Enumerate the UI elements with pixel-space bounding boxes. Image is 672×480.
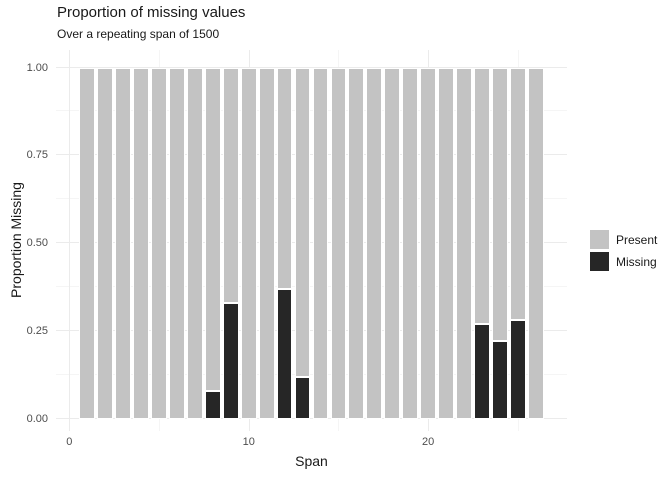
bar-segment-present	[240, 67, 257, 419]
y-tick-label: 0.75	[26, 149, 48, 162]
bar-segment-present	[205, 67, 221, 391]
y-minor-gridline	[56, 198, 567, 200]
bar-segment-missing	[491, 341, 508, 419]
bar-segment-present	[420, 67, 436, 419]
y-minor-gridline	[56, 373, 567, 375]
bar-segment-present	[330, 67, 347, 419]
bar-segment-present	[187, 67, 203, 419]
bar-segment-present	[151, 67, 167, 419]
y-major-gridline	[56, 417, 567, 419]
legend-entry: Missing	[590, 252, 657, 271]
y-tick-label: 0.50	[26, 237, 48, 250]
y-major-gridline	[56, 329, 567, 331]
legend-entry: Present	[590, 230, 657, 249]
bar-segment-present	[258, 67, 275, 419]
bar-segment-present	[133, 67, 149, 419]
legend: Present Missing	[590, 230, 657, 274]
bar-segment-present	[474, 67, 490, 324]
bar-segment-present	[509, 67, 526, 321]
bar-segment-present	[438, 67, 454, 419]
bar-segment-present	[294, 67, 311, 377]
bar-segment-present	[366, 67, 383, 419]
chart-title: Proportion of missing values	[57, 4, 246, 21]
y-tick-label: 0.00	[26, 412, 48, 425]
bar-segment-missing	[294, 376, 311, 419]
y-major-gridline	[56, 66, 567, 68]
bar-segment-present	[97, 67, 114, 419]
bar-segment-present	[348, 67, 365, 419]
legend-key-missing	[590, 252, 609, 271]
y-minor-gridline	[56, 286, 567, 288]
bar-segment-missing	[474, 323, 490, 419]
bar-segment-present	[222, 67, 239, 303]
bar-segment-present	[402, 67, 418, 419]
plot-panel	[56, 50, 567, 431]
bar-segment-present	[79, 67, 96, 419]
y-minor-gridline	[56, 110, 567, 112]
x-axis-tick-labels: 0 10 20	[56, 436, 567, 450]
y-axis-tick-labels: 0.00 0.25 0.50 0.75 1.00	[0, 50, 48, 431]
y-major-gridline	[56, 242, 567, 244]
x-tick-label: 10	[242, 436, 255, 448]
chart-subtitle: Over a repeating span of 1500	[57, 27, 220, 41]
y-tick-label: 1.00	[26, 61, 48, 74]
x-tick-label: 0	[66, 436, 73, 448]
x-axis-title: Span	[295, 453, 328, 469]
bar-segment-present	[527, 67, 544, 419]
x-major-gridline	[69, 50, 71, 431]
legend-label: Present	[616, 232, 658, 247]
bar-segment-present	[115, 67, 131, 419]
legend-key-present	[590, 230, 609, 249]
bar-segment-present	[276, 67, 293, 289]
bar-segment-present	[169, 67, 185, 419]
bar-segment-present	[456, 67, 472, 419]
bar-segment-missing	[276, 288, 293, 419]
legend-label: Missing	[616, 254, 657, 269]
x-tick-label: 20	[421, 436, 435, 448]
bar-segment-present	[491, 67, 508, 342]
y-tick-label: 0.25	[26, 324, 48, 337]
bar-segment-missing	[222, 302, 239, 419]
y-major-gridline	[56, 154, 567, 156]
bar-segment-missing	[205, 390, 221, 419]
bar-segment-present	[384, 67, 401, 419]
bar-segment-present	[312, 67, 329, 419]
bar-segment-missing	[509, 320, 526, 419]
